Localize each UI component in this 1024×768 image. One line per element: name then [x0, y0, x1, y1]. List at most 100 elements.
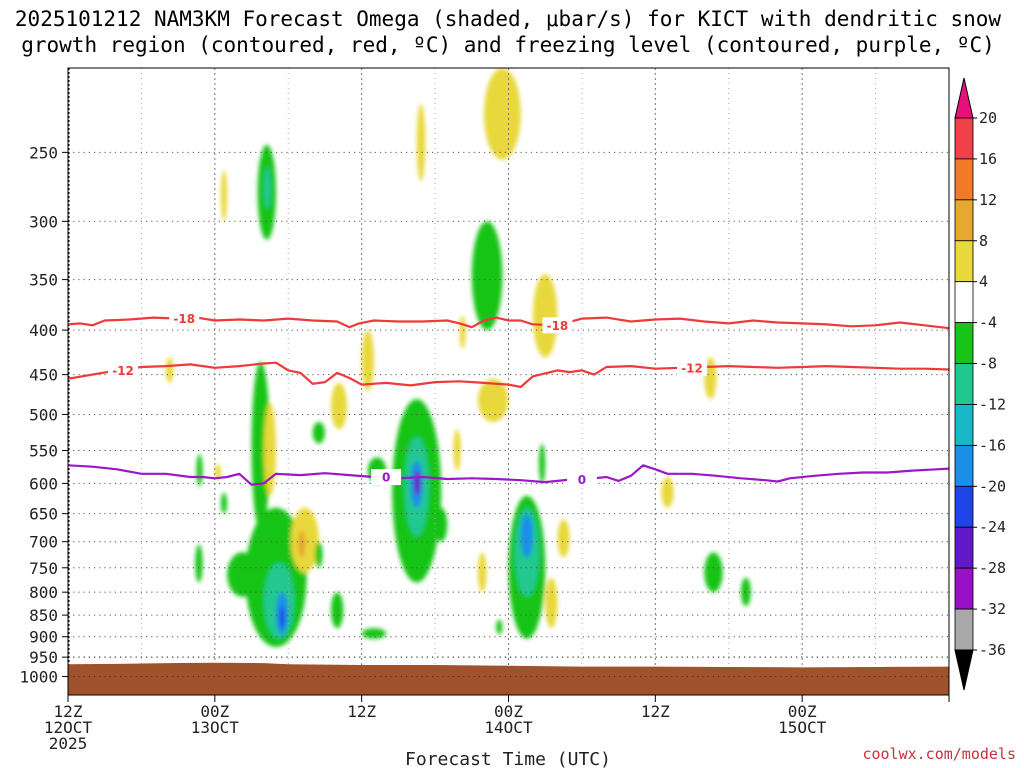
contour-label-bg-1-1 — [677, 359, 708, 376]
omega-region-6 — [533, 274, 558, 358]
y-tick-label-650: 650 — [29, 505, 58, 524]
omega-region-14 — [279, 606, 285, 629]
contour-label-0: 0 — [382, 471, 390, 485]
colorbar-bin--4-4 — [954, 281, 974, 324]
y-tick-label-350: 350 — [29, 271, 58, 290]
omega-region-47 — [165, 357, 174, 384]
omega-region-39 — [520, 513, 534, 558]
x-axis-label: Forecast Time (UTC) — [405, 749, 611, 768]
omega-region-18 — [315, 541, 323, 568]
y-tick-label-900: 900 — [29, 628, 58, 647]
omega-region-45 — [741, 577, 751, 607]
y-tick-label-750: 750 — [29, 559, 58, 578]
contour-line--12 — [68, 361, 949, 389]
omega-region-24 — [196, 453, 203, 487]
colorbar-label--28: -28 — [979, 559, 1006, 577]
omega-region-26 — [220, 492, 228, 514]
y-axis-pressure: 250 300 350 400 450 500 550 600 650 700 750 800 850 9… — [19, 143, 68, 687]
contour-label-bg-2-0 — [371, 469, 402, 486]
y-tick-label-600: 600 — [29, 474, 58, 493]
x-tick-label-12-0: 00Z — [200, 702, 229, 721]
colorbar-label-20: 20 — [979, 109, 997, 127]
x-tick-label-12-1: 13OCT — [191, 718, 240, 737]
colorbar-label-12: 12 — [979, 191, 997, 209]
omega-region-5 — [471, 221, 503, 331]
colorbar-bin--36--32 — [954, 608, 974, 651]
chart-title-line-2: growth region (contoured, red, ºC) and f… — [21, 33, 995, 57]
contour-label-bg-0-0 — [169, 310, 200, 327]
omega-region-36 — [496, 619, 503, 635]
colorbar-label--8: -8 — [979, 355, 997, 373]
colorbar-over-arrow — [954, 77, 974, 119]
omega-region-4 — [416, 104, 426, 182]
colorbar: 20 16 12 8 4 -4 -8 -12 -16 -20 -24 -28 -32 -36 — [954, 77, 1006, 691]
grid-lines — [68, 68, 949, 695]
contour-label--18: -18 — [547, 319, 569, 333]
omega-region-40 — [539, 443, 546, 484]
terrain-fill — [68, 656, 949, 695]
omega-region-35 — [477, 552, 487, 593]
omega-region-17 — [312, 422, 325, 444]
colorbar-bin--16--12 — [954, 404, 974, 446]
colorbar-label--4: -4 — [979, 314, 997, 332]
colorbar-bin--12--8 — [954, 363, 974, 405]
colorbar-label--12: -12 — [979, 395, 1006, 413]
colorbar-bin-16-20 — [954, 117, 974, 160]
y-tick-label-500: 500 — [29, 405, 58, 424]
credit-text: coolwx.com/models — [862, 745, 1016, 763]
colorbar-bin-8-12 — [954, 199, 974, 242]
colorbar-bin-4-8 — [954, 240, 974, 283]
colorbar-label--36: -36 — [979, 641, 1006, 659]
y-tick-label-800: 800 — [29, 583, 58, 602]
y-tick-label-1000: 1000 — [19, 668, 58, 687]
omega-region-42 — [557, 519, 570, 558]
omega-region-33 — [453, 429, 461, 471]
omega-region-20 — [331, 592, 344, 629]
x-tick-label-0-2: 2025 — [49, 734, 88, 753]
y-tick-label-300: 300 — [29, 212, 58, 231]
y-tick-label-850: 850 — [29, 606, 58, 625]
contour-label-bg-2-1 — [566, 471, 597, 488]
plot-area — [68, 68, 949, 695]
y-tick-label-950: 950 — [29, 648, 58, 667]
colorbar-bin--20--16 — [954, 444, 974, 487]
omega-region-3 — [484, 68, 521, 160]
omega-region-41 — [545, 577, 558, 629]
chart-title-line-1: 2025101212 NAM3KM Forecast Omega (shaded… — [15, 7, 1002, 31]
y-tick-label-400: 400 — [29, 321, 58, 340]
omega-region-10 — [263, 403, 276, 496]
colorbar-label--32: -32 — [979, 600, 1006, 618]
omega-region-0 — [220, 170, 228, 222]
colorbar-bin--24--20 — [954, 485, 974, 528]
omega-region-46 — [661, 477, 674, 508]
x-tick-label-36-0: 00Z — [494, 702, 523, 721]
contour-label--18: -18 — [173, 312, 195, 326]
colorbar-label-16: 16 — [979, 150, 997, 168]
colorbar-label-4: 4 — [979, 273, 988, 291]
omega-region-25 — [214, 464, 221, 481]
x-tick-label-0-0: 12Z — [54, 702, 83, 721]
omega-region-16 — [298, 530, 306, 558]
x-tick-label-0-1: 12OCT — [44, 718, 93, 737]
omega-region-44 — [704, 552, 723, 593]
x-tick-label-36-1: 14OCT — [484, 718, 533, 737]
omega-region-7 — [459, 315, 466, 349]
omega-region-21 — [361, 330, 374, 392]
colorbar-under-arrow — [954, 649, 974, 691]
colorbar-label--24: -24 — [979, 518, 1006, 536]
omega-region-34 — [435, 507, 448, 542]
x-tick-label-60-1: 15OCT — [778, 718, 827, 737]
terrain-surface — [68, 662, 949, 695]
x-tick-label-60-0: 00Z — [788, 702, 817, 721]
x-tick-label-24-0: 12Z — [347, 702, 376, 721]
colorbar-label-8: 8 — [979, 232, 988, 250]
contour-line-0 — [68, 464, 949, 486]
colorbar-label--20: -20 — [979, 477, 1006, 495]
omega-region-19 — [331, 382, 347, 430]
omega-region-8 — [477, 378, 509, 422]
contour-label--12: -12 — [681, 361, 703, 375]
contour-label-0: 0 — [578, 473, 586, 487]
omega-region-9 — [251, 361, 270, 531]
